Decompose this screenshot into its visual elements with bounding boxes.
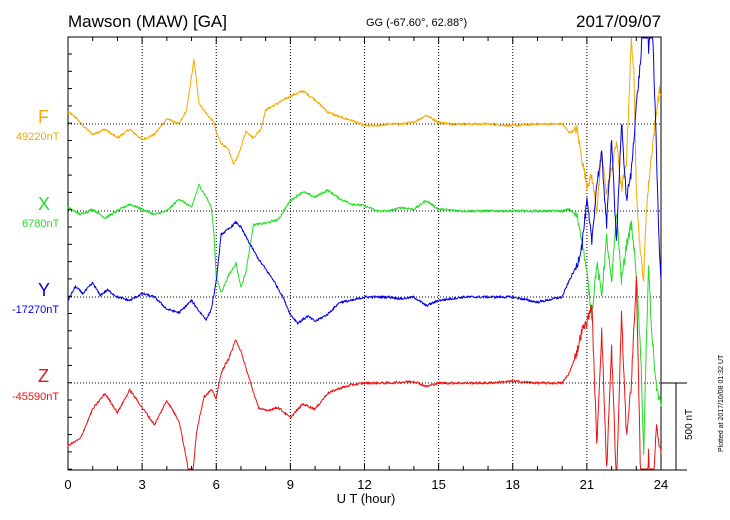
x-axis: 0 3 6 9 12 15 18 21 24: [64, 37, 668, 492]
component-label-y: Y: [38, 280, 51, 300]
x-tick-label: 12: [357, 477, 371, 492]
series-line-f: [67, 37, 662, 282]
plotted-timestamp: Plotted at 2017/10/08 01:32 UT: [718, 354, 725, 452]
x-tick-label: 0: [64, 477, 71, 492]
series-line-z: [67, 276, 662, 470]
component-label-z: Z: [38, 366, 49, 386]
x-tick-label: 21: [580, 477, 594, 492]
x-axis-label-wrap: U T (hour): [0, 491, 730, 506]
x-tick-label: 15: [431, 477, 445, 492]
chart-title: Mawson (MAW) [GA]: [68, 12, 227, 31]
x-tick-label: 9: [287, 477, 294, 492]
baseline-label-x: 6780nT: [22, 218, 60, 230]
station-coordinates: GG (-67.60°, 62.88°): [366, 17, 468, 29]
series-line-x: [67, 183, 662, 456]
x-tick-label: 3: [139, 477, 146, 492]
x-tick-label: 18: [506, 477, 520, 492]
baseline-label-y: -17270nT: [12, 304, 60, 316]
x-tick-label: 24: [654, 477, 668, 492]
component-label-x: X: [38, 194, 51, 214]
baseline-label-f: 49220nT: [16, 131, 60, 143]
scale-bar: [661, 382, 687, 471]
chart-date: 2017/09/07: [576, 12, 662, 31]
baseline-label-z: -45590nT: [12, 391, 60, 403]
scale-bar-label: 500 nT: [684, 408, 695, 440]
series-line-y: [67, 37, 662, 325]
x-tick-label: 6: [213, 477, 220, 492]
x-axis-label: U T (hour): [336, 491, 396, 506]
series-group: [67, 37, 662, 470]
component-label-f: F: [38, 107, 49, 127]
grid: [68, 37, 661, 470]
